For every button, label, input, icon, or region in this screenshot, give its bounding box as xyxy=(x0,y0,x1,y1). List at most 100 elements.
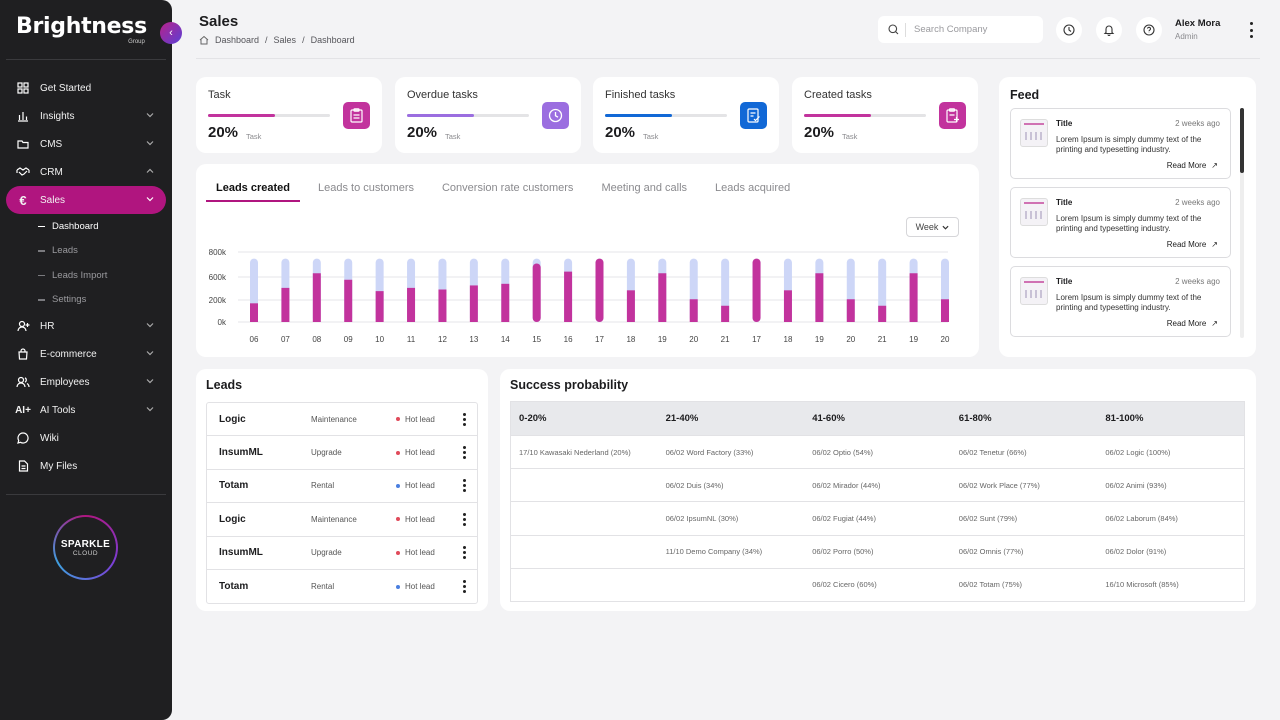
feed-item[interactable]: Title 2 weeks ago Lorem Ipsum is simply … xyxy=(1010,266,1231,337)
bar xyxy=(941,299,949,322)
sidebar-subitem-leads[interactable]: Leads xyxy=(6,239,166,264)
table-cell[interactable]: 06/02 Totam (75%) xyxy=(958,580,1023,590)
table-cell[interactable]: 06/02 Dolor (91%) xyxy=(1105,547,1167,557)
scrollbar-thumb[interactable] xyxy=(1240,108,1244,173)
feed-item[interactable]: Title 2 weeks ago Lorem Ipsum is simply … xyxy=(1010,108,1231,179)
breadcrumb-item[interactable]: Dashboard xyxy=(215,35,260,45)
more-menu-button[interactable] xyxy=(1245,22,1257,38)
row-menu-button[interactable] xyxy=(461,479,467,493)
table-cell[interactable]: 06/02 Omnis (77%) xyxy=(958,547,1024,557)
table-cell[interactable]: 06/02 Tenetur (66%) xyxy=(958,447,1027,457)
table-cell[interactable]: 06/02 Word Factory (33%) xyxy=(665,447,754,457)
task-label: Finished tasks xyxy=(605,89,676,101)
search-box[interactable] xyxy=(878,16,1043,43)
week-select-label: Week xyxy=(915,222,939,232)
tab-leads-acquired[interactable]: Leads acquired xyxy=(715,182,791,194)
task-card[interactable]: Task 20% Task xyxy=(196,77,382,153)
user-name[interactable]: Alex Mora xyxy=(1175,18,1221,29)
breadcrumb-item[interactable]: Sales xyxy=(273,35,297,45)
tab-leads-to-customers[interactable]: Leads to customers xyxy=(317,182,414,194)
bell-icon xyxy=(1103,25,1115,36)
dot xyxy=(462,546,466,550)
sidebar-item-cms[interactable]: CMS xyxy=(6,130,166,158)
row-menu-button[interactable] xyxy=(461,412,467,426)
table-row[interactable]: Totam Rental Hot lead xyxy=(207,470,477,504)
row-menu-button[interactable] xyxy=(461,546,467,560)
brand-logo[interactable]: Brightness Group xyxy=(16,14,147,45)
feed-item[interactable]: Title 2 weeks ago Lorem Ipsum is simply … xyxy=(1010,187,1231,258)
table-cell[interactable]: 06/02 Sunt (79%) xyxy=(958,513,1018,523)
table-cell[interactable]: 11/10 Demo Company (34%) xyxy=(665,547,763,557)
sidebar-item-insights[interactable]: Insights xyxy=(6,102,166,130)
sidebar-item-employees[interactable]: Employees xyxy=(6,368,166,396)
table-row[interactable]: InsumML Upgrade Hot lead xyxy=(207,537,477,570)
dash-marker xyxy=(38,225,45,227)
collapse-sidebar-button[interactable]: ‹ xyxy=(160,22,182,44)
x-tick-label: 16 xyxy=(564,335,573,344)
feed-thumbnail xyxy=(1020,198,1048,226)
tab-leads-created[interactable]: Leads created xyxy=(206,182,300,202)
chat-icon xyxy=(16,431,30,445)
sidebar-item-my-files[interactable]: My Files xyxy=(6,452,166,480)
table-row[interactable]: Logic Maintenance Hot lead xyxy=(207,503,477,537)
y-tick-label: 0k xyxy=(218,318,227,327)
feed-item-text: Lorem Ipsum is simply dummy text of the … xyxy=(1056,214,1202,233)
subitem-label: Leads xyxy=(52,245,78,257)
sidebar-item-get-started[interactable]: Get Started xyxy=(6,74,166,102)
sidebar-item-wiki[interactable]: Wiki xyxy=(6,424,166,452)
overdue-task-card[interactable]: Overdue tasks 20% Task xyxy=(395,77,581,153)
notifications-button[interactable] xyxy=(1096,17,1122,43)
history-button[interactable] xyxy=(1056,17,1082,43)
home-icon[interactable] xyxy=(199,35,209,45)
sidebar-item-ai-tools[interactable]: AI+ AI Tools xyxy=(6,396,166,424)
read-more-link[interactable]: Read More ↗ xyxy=(1167,240,1218,249)
search-input[interactable] xyxy=(914,24,1024,35)
table-row[interactable]: Totam Rental Hot lead xyxy=(207,570,477,603)
table-cell[interactable]: 17/10 Kawasaki Nederland (20%) xyxy=(519,447,631,457)
bar xyxy=(658,273,667,322)
table-cell[interactable]: 06/02 Work Place (77%) xyxy=(958,480,1040,490)
table-cell[interactable]: 06/02 Duis (34%) xyxy=(665,480,724,490)
sidebar-item-hr[interactable]: HR xyxy=(6,312,166,340)
week-select[interactable]: Week xyxy=(906,217,959,237)
table-cell[interactable]: 06/02 Laborum (84%) xyxy=(1105,513,1178,523)
table-cell[interactable]: 06/02 Animi (93%) xyxy=(1105,480,1167,490)
table-cell[interactable]: 06/02 Fugiat (44%) xyxy=(812,513,876,523)
lead-type: Upgrade xyxy=(311,548,342,558)
row-menu-button[interactable] xyxy=(461,512,467,526)
table-cell[interactable]: 06/02 Cicero (60%) xyxy=(812,580,877,590)
table-row[interactable]: InsumML Upgrade Hot lead xyxy=(207,436,477,470)
table-cell[interactable]: 06/02 Mirador (44%) xyxy=(812,480,881,490)
sidebar-subitem-dashboard[interactable]: Dashboard xyxy=(6,214,166,239)
table-cell[interactable]: 06/02 Logic (100%) xyxy=(1105,447,1171,457)
sidebar-subitem-leads-import[interactable]: Leads Import xyxy=(6,263,166,288)
breadcrumb-sep: / xyxy=(265,35,268,45)
table-cell[interactable]: 06/02 IpsumNL (30%) xyxy=(665,513,739,523)
feed-scrollbar[interactable] xyxy=(1240,108,1244,338)
read-more-link[interactable]: Read More ↗ xyxy=(1167,161,1218,170)
row-menu-button[interactable] xyxy=(461,446,467,460)
table-row[interactable]: Logic Maintenance Hot lead xyxy=(207,403,477,437)
table-cell[interactable]: 06/02 Porro (50%) xyxy=(812,547,874,557)
tab-meeting-and-calls[interactable]: Meeting and calls xyxy=(601,182,688,194)
status-badge: Hot lead xyxy=(396,448,435,457)
sidebar-item-ecommerce[interactable]: E-commerce xyxy=(6,340,166,368)
x-tick-label: 21 xyxy=(878,335,887,344)
users-icon xyxy=(16,375,30,389)
sidebar-item-sales[interactable]: € Sales xyxy=(6,186,166,214)
sidebar-subitem-settings[interactable]: Settings xyxy=(6,288,166,313)
table-cell[interactable]: 16/10 Microsoft (85%) xyxy=(1105,580,1179,590)
tab-conversion-rate[interactable]: Conversion rate customers xyxy=(441,182,574,194)
breadcrumb-item[interactable]: Dashboard xyxy=(310,35,355,45)
sidebar-item-crm[interactable]: CRM xyxy=(6,158,166,186)
help-button[interactable] xyxy=(1136,17,1162,43)
task-progress-bar xyxy=(208,114,330,117)
table-cell[interactable]: 06/02 Optio (54%) xyxy=(812,447,874,457)
feed-item-time: 2 weeks ago xyxy=(1175,198,1220,207)
created-task-card[interactable]: Created tasks 20% Task xyxy=(792,77,978,153)
finished-task-card[interactable]: Finished tasks 20% Task xyxy=(593,77,779,153)
dash-marker xyxy=(38,250,45,252)
read-more-link[interactable]: Read More ↗ xyxy=(1167,319,1218,328)
row-menu-button[interactable] xyxy=(461,580,467,594)
feed-thumbnail xyxy=(1020,277,1048,305)
